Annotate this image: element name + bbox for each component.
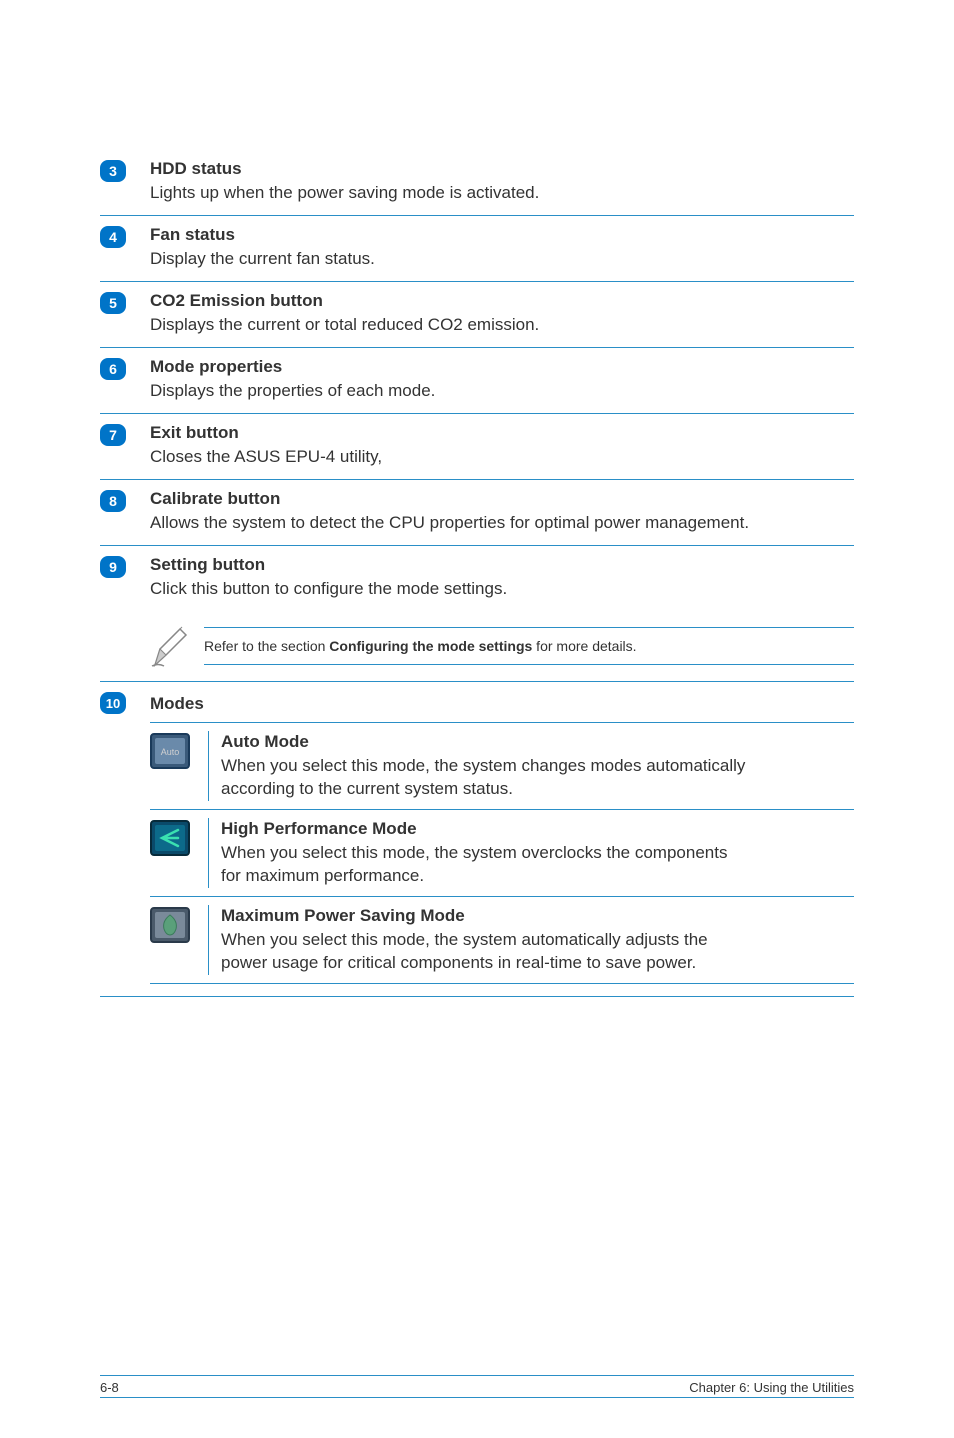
- mode-content: High Performance Mode When you select th…: [208, 818, 748, 888]
- mode-desc: When you select this mode, the system ov…: [221, 842, 748, 888]
- note-row: Refer to the section Configuring the mod…: [100, 611, 854, 681]
- pencil-note-icon: [150, 625, 190, 667]
- mode-title: Maximum Power Saving Mode: [221, 905, 748, 927]
- badge-col: 3: [100, 158, 150, 182]
- badge-col: 8: [100, 488, 150, 512]
- badge-4-icon: 4: [100, 226, 126, 248]
- item-9: 9 Setting button Click this button to co…: [100, 545, 854, 611]
- item-8: 8 Calibrate button Allows the system to …: [100, 479, 854, 545]
- item-title: HDD status: [150, 158, 854, 180]
- badge-col: 7: [100, 422, 150, 446]
- item-content: Fan status Display the current fan statu…: [150, 224, 854, 271]
- badge-5-icon: 5: [100, 292, 126, 314]
- svg-text:5: 5: [109, 295, 117, 311]
- badge-col: 4: [100, 224, 150, 248]
- item-3: 3 HDD status Lights up when the power sa…: [100, 150, 854, 215]
- mode-desc: When you select this mode, the system au…: [221, 929, 748, 975]
- item-10: 10 Modes Auto Auto Mode When you select …: [100, 681, 854, 997]
- item-desc: Displays the properties of each mode.: [150, 380, 854, 403]
- modes-heading: Modes: [150, 694, 854, 714]
- page-footer: 6-8 Chapter 6: Using the Utilities: [100, 1375, 854, 1398]
- note-text: Refer to the section Configuring the mod…: [204, 627, 854, 665]
- svg-text:8: 8: [109, 493, 117, 509]
- mode-icon-col: [150, 905, 196, 948]
- item-title: Mode properties: [150, 356, 854, 378]
- item-title: Calibrate button: [150, 488, 854, 510]
- item-desc: Click this button to configure the mode …: [150, 578, 854, 601]
- item-content: Exit button Closes the ASUS EPU-4 utilit…: [150, 422, 854, 469]
- badge-8-icon: 8: [100, 490, 126, 512]
- item-content: Calibrate button Allows the system to de…: [150, 488, 854, 535]
- modes-section: Modes Auto Auto Mode When you select thi…: [150, 690, 854, 984]
- mode-icon-col: Auto: [150, 731, 196, 774]
- power-saving-icon: [150, 907, 190, 943]
- svg-text:3: 3: [109, 163, 117, 179]
- mode-title: Auto Mode: [221, 731, 748, 753]
- badge-col: 9: [100, 554, 150, 578]
- mode-content: Maximum Power Saving Mode When you selec…: [208, 905, 748, 975]
- badge-6-icon: 6: [100, 358, 126, 380]
- note-bold: Configuring the mode settings: [329, 638, 532, 654]
- item-6: 6 Mode properties Displays the propertie…: [100, 347, 854, 413]
- mode-power-saving: Maximum Power Saving Mode When you selec…: [150, 896, 854, 984]
- item-content: CO2 Emission button Displays the current…: [150, 290, 854, 337]
- item-content: Mode properties Displays the properties …: [150, 356, 854, 403]
- chapter-label: Chapter 6: Using the Utilities: [689, 1380, 854, 1395]
- item-desc: Lights up when the power saving mode is …: [150, 182, 854, 205]
- note-suffix: for more details.: [532, 638, 636, 654]
- badge-9-icon: 9: [100, 556, 126, 578]
- badge-3-icon: 3: [100, 160, 126, 182]
- high-performance-icon: [150, 820, 190, 856]
- page-number: 6-8: [100, 1380, 119, 1395]
- item-title: Exit button: [150, 422, 854, 444]
- mode-content: Auto Mode When you select this mode, the…: [208, 731, 748, 801]
- svg-text:4: 4: [109, 229, 117, 245]
- mode-title: High Performance Mode: [221, 818, 748, 840]
- badge-col: 10: [100, 690, 150, 714]
- mode-auto: Auto Auto Mode When you select this mode…: [150, 722, 854, 809]
- item-desc: Closes the ASUS EPU-4 utility,: [150, 446, 854, 469]
- note-prefix: Refer to the section: [204, 638, 329, 654]
- item-title: Setting button: [150, 554, 854, 576]
- badge-7-icon: 7: [100, 424, 126, 446]
- item-content: HDD status Lights up when the power savi…: [150, 158, 854, 205]
- mode-icon-col: [150, 818, 196, 861]
- item-5: 5 CO2 Emission button Displays the curre…: [100, 281, 854, 347]
- item-content: Setting button Click this button to conf…: [150, 554, 854, 601]
- definitions-list: 3 HDD status Lights up when the power sa…: [100, 150, 854, 997]
- item-4: 4 Fan status Display the current fan sta…: [100, 215, 854, 281]
- item-title: CO2 Emission button: [150, 290, 854, 312]
- item-desc: Displays the current or total reduced CO…: [150, 314, 854, 337]
- item-title: Fan status: [150, 224, 854, 246]
- auto-mode-icon: Auto: [150, 733, 190, 769]
- item-desc: Allows the system to detect the CPU prop…: [150, 512, 854, 535]
- svg-text:6: 6: [109, 361, 117, 377]
- svg-text:10: 10: [106, 696, 120, 711]
- badge-10-icon: 10: [100, 692, 126, 714]
- mode-desc: When you select this mode, the system ch…: [221, 755, 748, 801]
- mode-high-performance: High Performance Mode When you select th…: [150, 809, 854, 896]
- item-7: 7 Exit button Closes the ASUS EPU-4 util…: [100, 413, 854, 479]
- item-desc: Display the current fan status.: [150, 248, 854, 271]
- svg-text:Auto: Auto: [161, 747, 180, 757]
- badge-col: 6: [100, 356, 150, 380]
- svg-text:9: 9: [109, 559, 117, 575]
- badge-col: 5: [100, 290, 150, 314]
- svg-text:7: 7: [109, 427, 117, 443]
